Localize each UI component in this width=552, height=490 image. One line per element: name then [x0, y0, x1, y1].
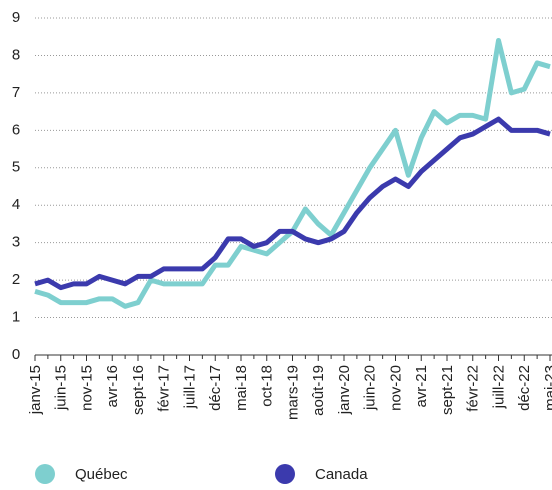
legend-label: Québec [75, 466, 128, 483]
y-tick-label: 6 [12, 121, 20, 138]
legend-label: Canada [315, 466, 368, 483]
x-tick-label: juill-22 [490, 365, 507, 409]
x-tick-label: oct-18 [259, 365, 276, 407]
x-tick-label: juin-20 [362, 365, 379, 411]
x-tick-label: juill-17 [181, 365, 198, 409]
plot: 0 1 2 3 4 5 6 7 8 9 janv-15 juin-15 nov-15 avr-16 sept… [12, 9, 552, 484]
x-tick-label: août-19 [310, 365, 327, 416]
x-tick-label: déc-22 [516, 365, 533, 411]
x-tick-label: mars-19 [284, 365, 301, 420]
x-tick-label: janv-20 [336, 365, 353, 415]
y-tick-label: 5 [12, 159, 20, 176]
x-tick-label: nov-20 [387, 365, 404, 411]
legend-marker [35, 464, 55, 484]
x-tick-label: janv-15 [27, 365, 44, 415]
legend-marker [275, 464, 295, 484]
x-tick-label: avr-21 [413, 365, 430, 408]
x-tick-label: sept-21 [439, 365, 456, 415]
x-tick-label: févr-22 [465, 365, 482, 412]
x-tick-label: avr-16 [104, 365, 121, 408]
x-tick-label: mai-18 [233, 365, 250, 411]
y-tick-label: 8 [12, 46, 20, 63]
x-tick-label: mai-23 [542, 365, 552, 411]
y-tick-label: 9 [12, 9, 20, 26]
y-tick-label: 1 [12, 309, 20, 326]
x-tick-label: juin-15 [53, 365, 70, 411]
line-series [34, 37, 551, 309]
y-tick-label: 7 [12, 84, 20, 101]
y-tick-label: 2 [12, 271, 20, 288]
y-tick-label: 4 [12, 196, 20, 213]
x-tick-label: nov-15 [78, 365, 95, 411]
x-tick-label: févr-17 [156, 365, 173, 412]
y-tick-label: 0 [12, 346, 20, 363]
y-tick-label: 3 [12, 234, 20, 251]
x-tick-label: déc-17 [207, 365, 224, 411]
line-series [34, 116, 551, 291]
x-tick-label: sept-16 [130, 365, 147, 415]
